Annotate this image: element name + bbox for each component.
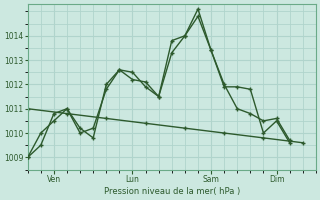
- X-axis label: Pression niveau de la mer( hPa ): Pression niveau de la mer( hPa ): [104, 187, 240, 196]
